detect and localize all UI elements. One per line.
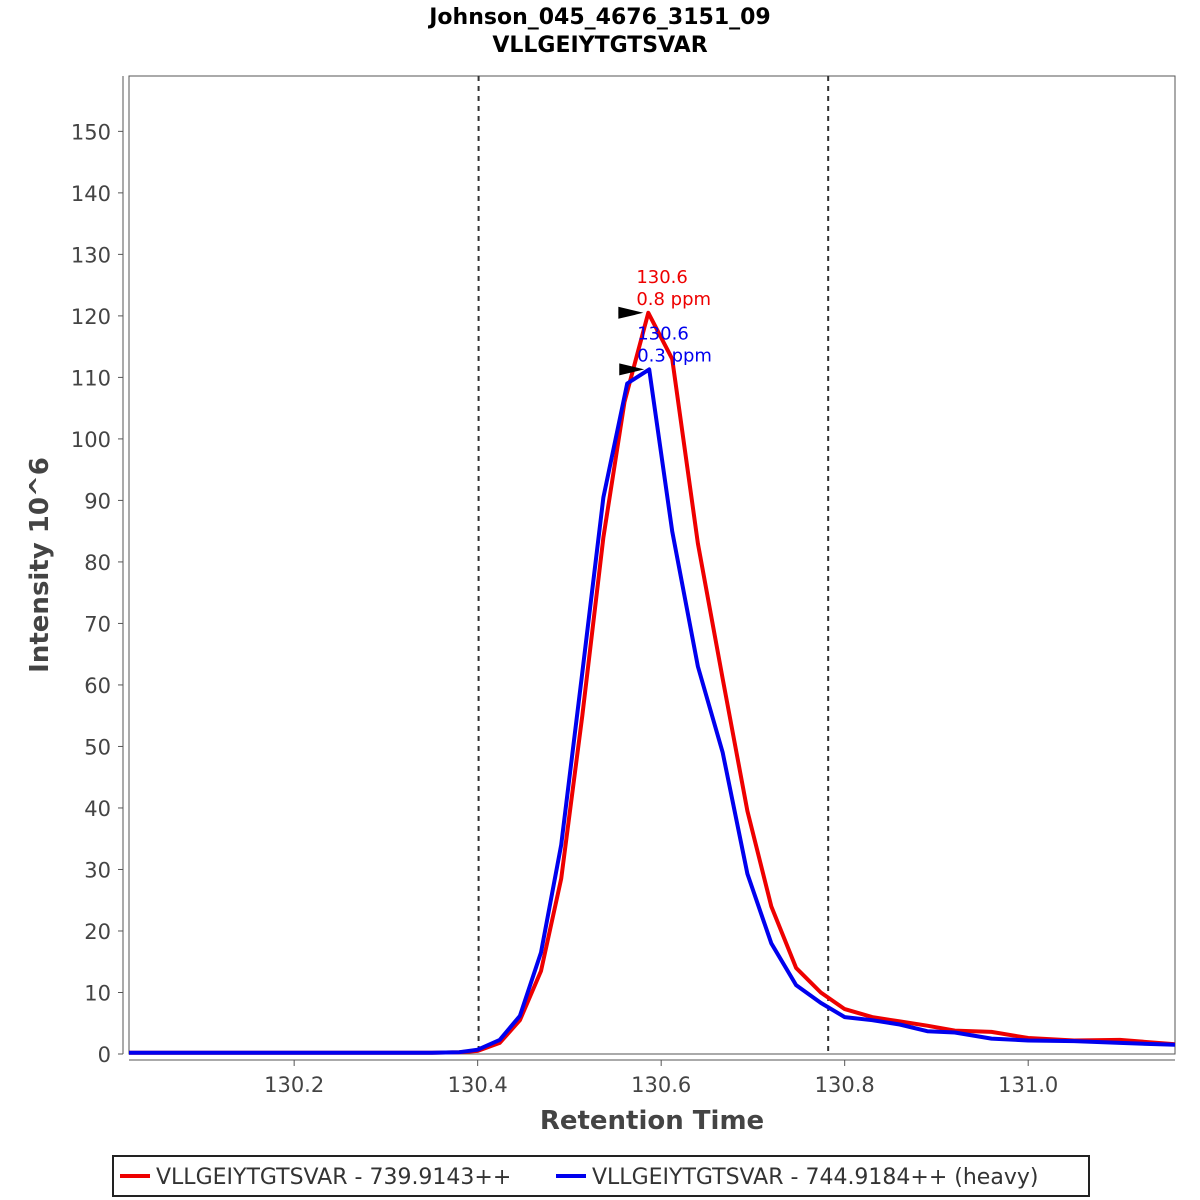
y-axis-title: Intensity 10^6 [25,457,55,673]
series-layer [129,310,1176,1055]
x-tick-label: 130.8 [815,1073,875,1097]
peak-rt-label: 130.6 [636,267,688,288]
chart-title: Johnson_045_4676_3151_09 [427,5,771,30]
y-tick-label: 50 [84,735,111,759]
peak-rt-label: 130.6 [637,323,689,344]
peak-arrow [619,363,645,376]
y-tick-label: 30 [84,858,111,882]
legend-box [112,1155,1090,1197]
y-tick-label: 0 [98,1043,111,1067]
x-tick-label: 130.6 [631,1073,691,1097]
x-tick-label: 131.0 [998,1073,1058,1097]
y-tick-label: 60 [84,674,111,698]
chart-subtitle: VLLGEIYTGTSVAR [492,33,707,58]
y-axis: 0 10 20 30 40 50 60 70 80 90 100 110 120 130 140 150 [71,76,124,1067]
x-axis: 130.2 130.4 130.6 130.8 131.0 [129,1059,1175,1097]
y-tick-label: 70 [84,612,111,636]
peak-ppm-label: 0.3 ppm [637,345,712,366]
y-tick-label: 80 [84,551,111,575]
legend: VLLGEIYTGTSVAR - 739.9143++ VLLGEIYTGTSV… [112,1155,1090,1197]
y-tick-label: 150 [71,120,111,144]
y-tick-label: 110 [71,366,111,390]
series-line-heavy [129,367,1176,1055]
x-tick-label: 130.4 [448,1073,508,1097]
legend-label-light: VLLGEIYTGTSVAR - 739.9143++ [156,1165,511,1190]
plot-area [128,75,1176,1055]
y-tick-label: 130 [71,243,111,267]
y-tick-label: 120 [71,305,111,329]
peak-ppm-label: 0.8 ppm [636,289,711,310]
integration-boundaries [477,76,830,1054]
peak-arrow [618,306,644,319]
legend-label-heavy: VLLGEIYTGTSVAR - 744.9184++ (heavy) [592,1165,1038,1190]
y-tick-label: 40 [84,797,111,821]
y-tick-label: 90 [84,489,111,513]
y-tick-label: 140 [71,182,111,206]
y-tick-label: 10 [84,981,111,1005]
x-tick-label: 130.2 [264,1073,324,1097]
y-tick-label: 100 [71,428,111,452]
x-axis-title: Retention Time [540,1106,764,1136]
y-tick-label: 20 [84,920,111,944]
